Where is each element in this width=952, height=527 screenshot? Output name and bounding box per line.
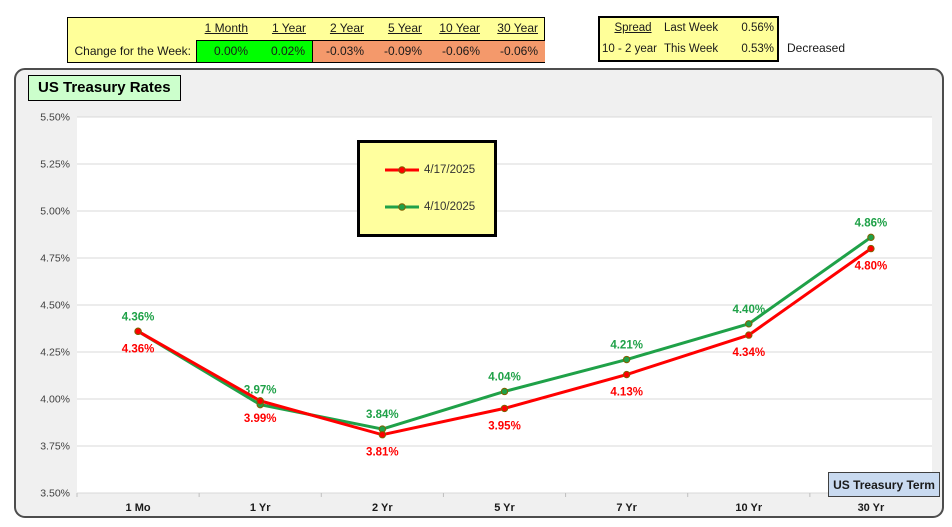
chart-legend: 4/17/2025 4/10/2025 [357, 140, 497, 237]
svg-text:4.86%: 4.86% [855, 217, 888, 229]
svg-text:5.00%: 5.00% [40, 206, 70, 218]
change-table-value-row: Change for the Week: 0.00% 0.02% -0.03% … [68, 40, 545, 62]
svg-text:4.75%: 4.75% [40, 253, 70, 265]
change-value-1-month: 0.00% [197, 41, 255, 62]
column-header-10-year: 10 Year [439, 21, 480, 35]
column-header-1-month: 1 Month [204, 21, 248, 35]
change-value-30-year: -0.06% [487, 41, 545, 62]
legend-label-current-week: 4/17/2025 [424, 163, 476, 176]
svg-text:4.21%: 4.21% [610, 340, 643, 352]
svg-text:3.50%: 3.50% [40, 488, 70, 500]
spread-row-this-week: 10 - 2 year This Week 0.53% [600, 39, 777, 60]
change-values-group: 0.00% 0.02% -0.03% -0.09% -0.06% -0.06% [196, 40, 545, 62]
spread-value-last: 0.56% [741, 22, 774, 34]
svg-text:4.04%: 4.04% [488, 371, 521, 383]
svg-text:3.75%: 3.75% [40, 441, 70, 453]
svg-text:3.97%: 3.97% [244, 385, 277, 397]
change-value-5-year: -0.09% [371, 41, 429, 62]
svg-text:1 Mo: 1 Mo [126, 502, 151, 514]
legend-label-prior-week: 4/10/2025 [424, 201, 476, 214]
treasury-chart: 5.50% 5.25% 5.00% 4.75% 4.50% 4.25% 4.00% 3.75%… [40, 112, 933, 514]
svg-text:4.50%: 4.50% [40, 300, 70, 312]
legend-entry-current-week: 4/17/2025 [384, 164, 494, 176]
treasury-chart-container: US Treasury Rates 5.50% 5.25% 5.00% 4.75% 4.… [14, 68, 944, 518]
svg-text:3.81%: 3.81% [366, 447, 399, 459]
svg-text:5.25%: 5.25% [40, 159, 70, 171]
legend-entry-prior-week: 4/10/2025 [384, 201, 494, 213]
svg-text:4.36%: 4.36% [122, 343, 155, 355]
svg-text:4.34%: 4.34% [732, 347, 765, 359]
svg-text:4.40%: 4.40% [732, 304, 765, 316]
spread-period-last: Last Week [664, 22, 719, 34]
change-value-1-year: 0.02% [255, 41, 313, 62]
us-treasury-term-button[interactable]: US Treasury Term [828, 472, 940, 497]
svg-text:4.25%: 4.25% [40, 347, 70, 359]
spread-row-last-week: Spread Last Week 0.56% [600, 18, 777, 39]
svg-text:7 Yr: 7 Yr [616, 502, 637, 514]
svg-text:5.50%: 5.50% [40, 112, 70, 124]
chart-title: US Treasury Rates [28, 75, 181, 101]
spread-value-this: 0.53% [741, 43, 774, 55]
spread-label: Spread [614, 22, 652, 34]
svg-text:3.84%: 3.84% [366, 409, 399, 421]
svg-text:4.36%: 4.36% [122, 311, 155, 323]
spread-period-this: This Week [664, 43, 719, 55]
svg-text:1 Yr: 1 Yr [250, 502, 271, 514]
column-header-2-year: 2 Year [329, 21, 364, 35]
spread-table: Spread Last Week 0.56% 10 - 2 year This … [598, 16, 779, 62]
change-row-label: Change for the Week: [74, 44, 191, 58]
column-header-30-year: 30 Year [497, 21, 538, 35]
svg-text:4.00%: 4.00% [40, 394, 70, 406]
change-table-header-row: 1 Month 1 Year 2 Year 5 Year 10 Year 30 … [68, 18, 544, 40]
svg-text:30 Yr: 30 Yr [858, 502, 885, 514]
change-for-week-table: 1 Month 1 Year 2 Year 5 Year 10 Year 30 … [67, 17, 545, 63]
green-line-marker-icon [385, 203, 419, 212]
column-header-1-year: 1 Year [271, 21, 306, 35]
svg-text:4.80%: 4.80% [855, 261, 888, 273]
column-header-5-year: 5 Year [387, 21, 422, 35]
spread-direction-note: Decreased [787, 41, 846, 55]
red-line-marker-icon [385, 165, 419, 174]
svg-text:2 Yr: 2 Yr [372, 502, 393, 514]
change-table-header-spacer [68, 18, 196, 40]
svg-text:5 Yr: 5 Yr [494, 502, 515, 514]
change-value-2-year: -0.03% [313, 41, 371, 62]
svg-text:4.13%: 4.13% [610, 387, 643, 399]
svg-text:3.95%: 3.95% [488, 420, 521, 432]
svg-text:10 Yr: 10 Yr [735, 502, 762, 514]
svg-text:3.99%: 3.99% [244, 413, 277, 425]
spread-tenor-label: 10 - 2 year [602, 43, 657, 55]
change-value-10-year: -0.06% [429, 41, 487, 62]
